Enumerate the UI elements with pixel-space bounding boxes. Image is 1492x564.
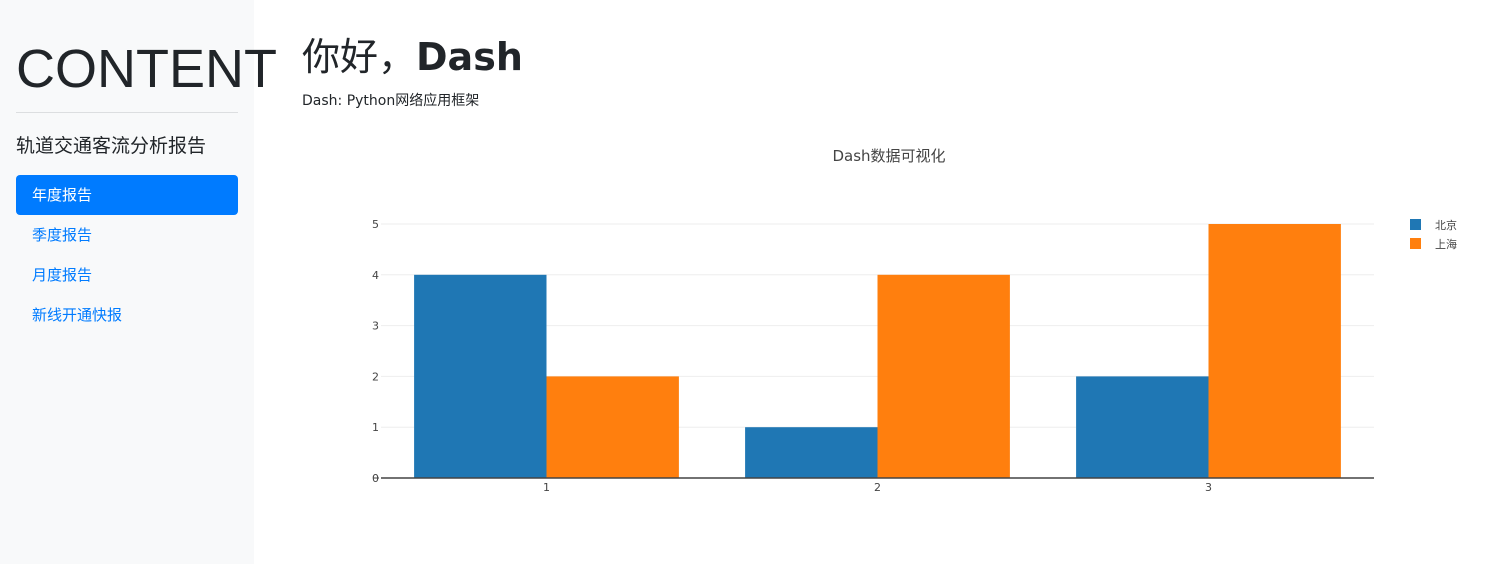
y-tick-label: 4 [372, 269, 379, 282]
bar-北京-2 [745, 427, 878, 478]
y-tick-label: 1 [372, 421, 379, 434]
x-tick-label: 2 [874, 481, 881, 494]
chart-title: Dash数据可视化 [832, 147, 945, 165]
y-tick-label: 5 [372, 218, 379, 231]
y-tick-label: 2 [372, 370, 379, 383]
page-title-cn: 你好， [302, 35, 417, 79]
bar-上海-3 [1208, 224, 1341, 478]
legend-label: 北京 [1435, 218, 1457, 232]
chart-bars [414, 224, 1341, 478]
nav-link-annual-report[interactable]: 年度报告 [16, 175, 238, 215]
x-tick-label: 3 [1205, 481, 1212, 494]
legend-label: 上海 [1435, 237, 1457, 251]
bar-北京-1 [414, 274, 547, 478]
nav-link-new-line-report[interactable]: 新线开通快报 [32, 306, 123, 324]
x-tick-label: 1 [543, 481, 550, 494]
page-title: 你好，Dash [302, 0, 1482, 80]
sidebar: CONTENT 轨道交通客流分析报告 年度报告 季度报告 月度报告 新线开通快报 [0, 0, 277, 564]
bar-北京-3 [1076, 376, 1209, 478]
legend-swatch [1410, 238, 1421, 249]
y-tick-label: 3 [372, 320, 379, 333]
main-content: 你好，Dash Dash: Python网络应用框架 [302, 0, 1482, 110]
chart-axes: 012345123 [372, 218, 1374, 494]
page-subtitle: Dash: Python网络应用框架 [302, 93, 480, 109]
bar-上海-2 [877, 274, 1010, 478]
nav-link-quarterly-report[interactable]: 季度报告 [32, 226, 93, 244]
legend-swatch [1410, 219, 1421, 230]
sidebar-divider [16, 112, 238, 113]
sidebar-nav: 年度报告 季度报告 月度报告 新线开通快报 [16, 175, 238, 335]
page-title-en: Dash [416, 35, 523, 79]
bar-上海-1 [546, 376, 679, 478]
sidebar-subtitle: 轨道交通客流分析报告 [16, 135, 207, 157]
nav-link-monthly-report[interactable]: 月度报告 [32, 266, 93, 284]
sidebar-title: CONTENT [16, 39, 277, 99]
